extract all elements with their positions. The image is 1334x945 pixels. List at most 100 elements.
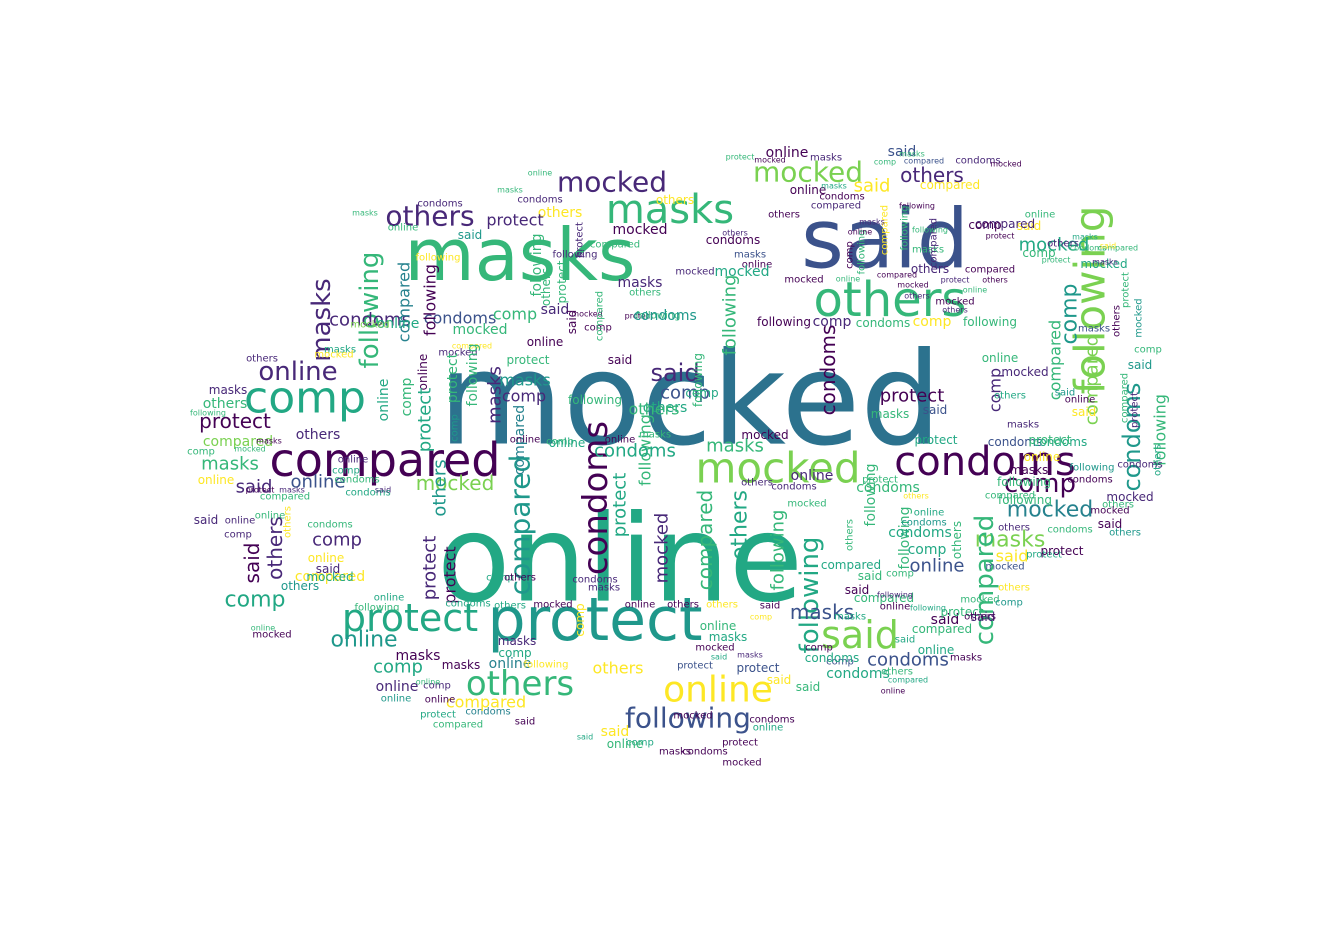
word-condoms: condoms (576, 421, 616, 575)
word-mocked: mocked (439, 326, 942, 475)
word-online: online (258, 357, 337, 387)
word-compared: compared (395, 262, 414, 342)
word-mocked: mocked (741, 428, 788, 442)
word-protect: protect (625, 312, 654, 321)
word-comp: comp (968, 218, 1001, 232)
word-following: following (900, 206, 911, 251)
word-online: online (528, 169, 552, 178)
word-masks: masks (499, 371, 550, 390)
word-following: following (877, 591, 913, 600)
word-mocked: mocked (350, 320, 389, 331)
word-following: following (1151, 394, 1170, 466)
word-masks: masks (618, 275, 663, 291)
word-said: said (711, 653, 727, 662)
word-others: others (706, 600, 738, 611)
word-compared: compared (590, 240, 640, 251)
word-protect: protect (1026, 550, 1062, 561)
word-others: others (283, 506, 294, 538)
word-masks: masks (442, 658, 481, 672)
word-online: online (1065, 395, 1096, 406)
word-condoms: condoms (307, 520, 352, 531)
word-comp: comp (1022, 246, 1055, 260)
word-masks: masks (912, 245, 944, 256)
word-online: online (1025, 210, 1056, 221)
word-online: online (910, 556, 965, 577)
word-masks: masks (737, 651, 763, 660)
word-comp: comp (874, 158, 896, 167)
word-online: online (291, 472, 346, 493)
word-online: online (437, 491, 803, 630)
word-mocked: mocked (452, 322, 507, 338)
word-protect: protect (862, 475, 898, 486)
word-others: others (950, 521, 964, 559)
word-compared: compared (446, 693, 526, 712)
word-masks: masks (810, 153, 842, 164)
word-following: following (863, 464, 879, 527)
word-compared: compared (693, 490, 717, 590)
word-following: following (529, 234, 545, 297)
word-compared: compared (912, 622, 972, 636)
word-others: others (385, 200, 474, 233)
word-condoms: condoms (706, 233, 760, 247)
word-protect: protect (914, 433, 957, 447)
word-online: online (225, 516, 256, 527)
word-compared: compared (1046, 320, 1065, 400)
word-compared: compared (512, 405, 528, 475)
word-masks: masks (790, 600, 854, 624)
word-mocked: mocked (675, 267, 714, 278)
word-others: others (728, 490, 753, 560)
word-mocked: mocked (722, 758, 761, 769)
word-online: online (510, 435, 541, 446)
word-protect: protect (610, 473, 631, 538)
word-said: said (1072, 405, 1097, 419)
word-protect: protect (1121, 272, 1132, 308)
word-said: said (767, 673, 792, 687)
word-following: following (912, 226, 948, 235)
word-protect: protect (1028, 433, 1071, 447)
word-mocked: mocked (234, 445, 265, 454)
word-mocked: mocked (652, 513, 673, 584)
word-mocked: mocked (673, 711, 712, 722)
word-online: online (918, 643, 955, 657)
word-protect: protect (246, 486, 275, 495)
word-said: said (650, 359, 699, 387)
word-mocked: mocked (1019, 235, 1090, 256)
word-compared: compared (1098, 244, 1138, 253)
word-protect: protect (506, 353, 549, 367)
word-condoms: condoms (445, 599, 490, 610)
word-compared: compared (811, 201, 861, 212)
word-condoms: condoms (424, 309, 497, 328)
word-compared: compared (595, 291, 606, 341)
word-online: online (308, 551, 345, 565)
word-comp: comp (845, 241, 856, 269)
word-online: online (376, 379, 392, 422)
word-comp: comp (486, 573, 514, 584)
word-masks: masks (485, 366, 506, 424)
word-condoms: condoms (1118, 383, 1146, 492)
word-said: said (240, 543, 264, 584)
word-masks: masks (871, 407, 910, 421)
word-said: said (931, 612, 960, 628)
word-said: said (760, 601, 780, 612)
word-mocked: mocked (897, 281, 928, 290)
word-online: online (963, 286, 987, 295)
word-said: said (1098, 517, 1123, 531)
word-others: others (430, 459, 451, 516)
word-online: online (549, 436, 586, 450)
word-others: others (768, 210, 800, 221)
word-masks: masks (396, 648, 441, 664)
word-condoms: condoms (345, 488, 390, 499)
word-others: others (964, 612, 996, 623)
word-compared: compared (970, 515, 1000, 646)
word-others: others (466, 664, 574, 704)
word-online: online (742, 260, 773, 271)
word-protect: protect (487, 585, 702, 655)
word-masks: masks (201, 454, 259, 475)
word-following: following (421, 264, 440, 336)
word-masks: masks (975, 528, 1046, 553)
word-following: following (897, 507, 913, 570)
word-online: online (377, 316, 420, 332)
word-following: following (720, 275, 741, 356)
word-said: said (541, 302, 570, 318)
